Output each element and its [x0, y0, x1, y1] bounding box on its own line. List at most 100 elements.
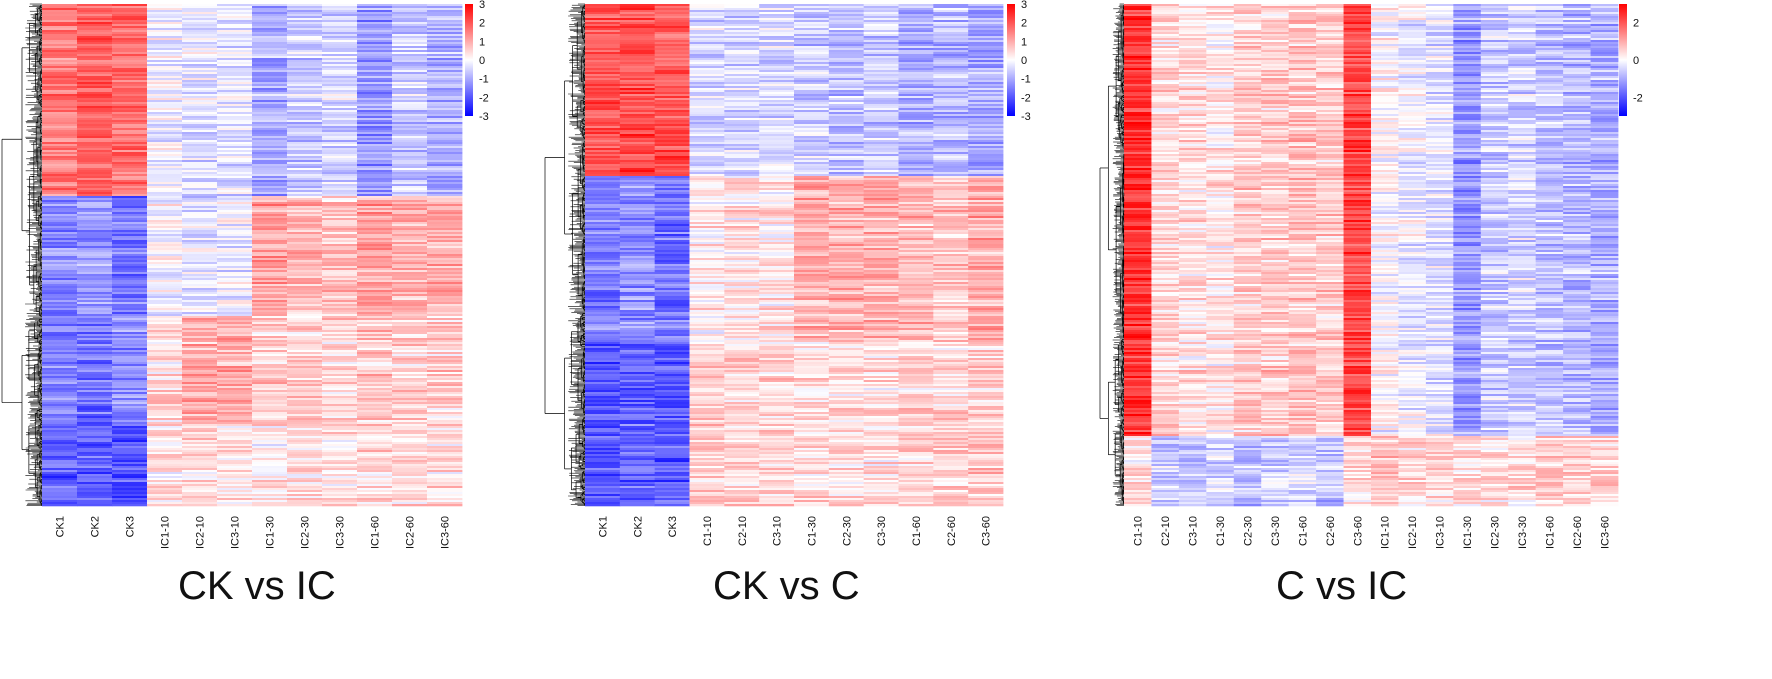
heatmap-cell — [77, 372, 113, 375]
heatmap-cell — [252, 222, 288, 225]
heatmap-cell — [689, 310, 725, 313]
heatmap-cell — [322, 44, 358, 47]
heatmap-cell — [724, 86, 760, 89]
heatmap-cell — [933, 40, 969, 43]
column-label: IC1-30 — [265, 516, 277, 549]
heatmap-cell — [287, 140, 323, 143]
heatmap-cell — [182, 286, 218, 289]
heatmap-cell — [112, 274, 148, 277]
heatmap-cell — [322, 34, 358, 37]
heatmap-cell — [828, 322, 865, 325]
heatmap-cell — [968, 186, 1004, 189]
heatmap-cell — [42, 60, 78, 63]
heatmap-cell — [287, 336, 323, 339]
heatmap-cell — [724, 146, 760, 149]
heatmap-cell — [898, 22, 934, 25]
heatmap-cell — [147, 504, 183, 507]
heatmap-cell — [357, 304, 393, 307]
heatmap-cell — [322, 382, 358, 385]
heatmap-cell — [357, 18, 393, 21]
heatmap-cell — [828, 138, 865, 141]
heatmap-cell — [217, 306, 253, 309]
heatmap-cell — [252, 80, 288, 83]
heatmap-cell — [42, 242, 78, 245]
heatmap-cell — [619, 174, 656, 177]
heatmap-cell — [619, 300, 656, 303]
heatmap-cell — [933, 88, 969, 91]
heatmap-cell — [689, 48, 725, 51]
heatmap-cell — [42, 416, 78, 419]
heatmap-cell — [322, 236, 358, 239]
heatmap-cell — [252, 266, 288, 269]
heatmap-cell — [112, 414, 148, 417]
heatmap-cell — [828, 248, 865, 251]
heatmap-cell — [392, 294, 428, 297]
heatmap-cell — [933, 242, 969, 245]
heatmap-cell — [898, 44, 934, 47]
heatmap-cell — [322, 138, 358, 141]
heatmap-cell — [724, 62, 760, 65]
heatmap-cell — [392, 440, 428, 443]
heatmap-cell — [42, 466, 78, 469]
heatmap-cell — [933, 298, 969, 301]
heatmap-cell — [724, 28, 760, 31]
heatmap-cell — [357, 80, 393, 83]
heatmap-cell — [724, 78, 760, 81]
heatmap-cell — [217, 472, 253, 475]
heatmap-cell — [217, 442, 253, 445]
heatmap-cell — [112, 192, 148, 195]
heatmap-cell — [689, 286, 725, 289]
heatmap-cell — [112, 222, 148, 225]
heatmap-cell — [724, 68, 760, 71]
heatmap-cell — [182, 498, 218, 501]
heatmap-cell — [252, 274, 288, 277]
heatmap-cell — [77, 258, 113, 261]
heatmap-cell — [794, 278, 830, 281]
heatmap-cell — [217, 218, 253, 221]
heatmap-cell — [654, 112, 690, 115]
heatmap-cell — [828, 70, 865, 73]
heatmap-cell — [147, 200, 183, 203]
heatmap-cell — [112, 460, 148, 463]
heatmap-cell — [252, 4, 288, 7]
heatmap-cell — [357, 426, 393, 429]
heatmap-cell — [392, 176, 428, 179]
heatmap-cell — [322, 440, 358, 443]
heatmap-cell — [968, 122, 1004, 125]
heatmap-cell — [112, 48, 148, 51]
heatmap-cell — [933, 186, 969, 189]
heatmap-cell — [619, 232, 656, 235]
heatmap-cell — [794, 112, 830, 115]
heatmap-cell — [217, 294, 253, 297]
heatmap-cell — [392, 352, 428, 355]
heatmap-cell — [217, 406, 253, 409]
heatmap-cell — [182, 234, 218, 237]
heatmap-cell — [252, 306, 288, 309]
heatmap-cell — [357, 318, 393, 321]
heatmap-cell — [112, 160, 148, 163]
heatmap-cell — [252, 484, 288, 487]
heatmap-cell — [585, 152, 621, 155]
heatmap-cell — [252, 124, 288, 127]
heatmap-cell — [217, 122, 253, 125]
heatmap-ck-vs-c: CK1 CK2 CK3 C1-10 C2-10 C3-10 C1-30 C2-30 C3-30 C… — [544, 0, 1031, 546]
heatmap-cell — [42, 394, 78, 397]
heatmap-cell — [863, 222, 899, 225]
heatmap-cell — [112, 144, 148, 147]
heatmap-cell — [77, 488, 113, 491]
heatmap-cell — [619, 34, 656, 37]
heatmap-cell — [427, 460, 463, 463]
heatmap-cell — [147, 10, 183, 13]
heatmap-cell — [968, 28, 1004, 31]
heatmap-cell — [794, 220, 830, 223]
heatmap-cell — [322, 460, 358, 463]
heatmap-cell — [427, 158, 463, 161]
heatmap-cell — [898, 76, 934, 79]
heatmap-cell — [77, 426, 113, 429]
heatmap-cell — [759, 112, 795, 115]
heatmap-cell — [252, 252, 288, 255]
heatmap-cell — [182, 196, 218, 199]
heatmap-cell — [828, 160, 865, 163]
heatmap-cell — [759, 162, 795, 165]
heatmap-cell — [689, 26, 725, 29]
